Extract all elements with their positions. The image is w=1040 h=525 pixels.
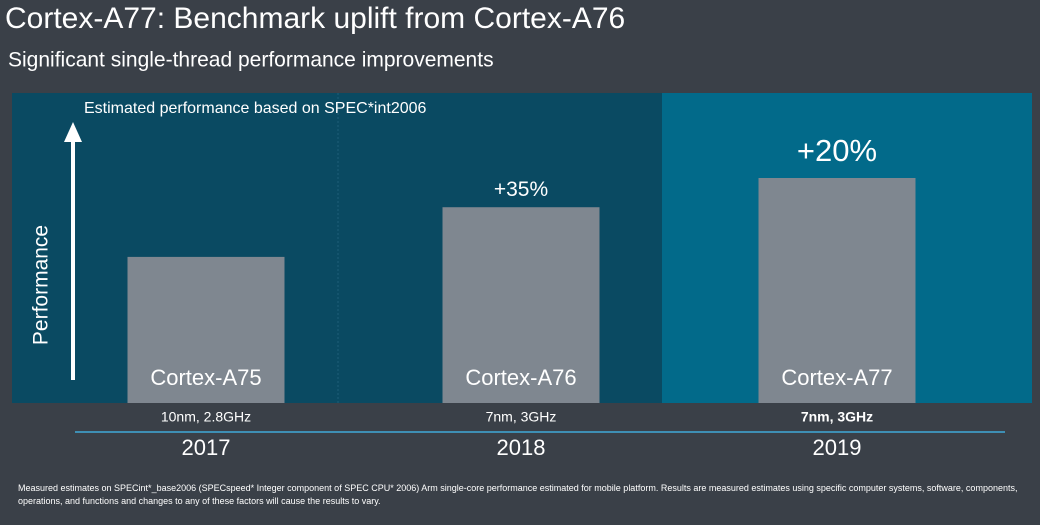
y-label: Performance [30,225,53,345]
bar-label: Cortex-A76 [465,365,576,390]
subtitle: Significant single-thread performance im… [8,49,494,72]
process-label: 10nm, 2.8GHz [161,409,251,425]
year-label: 2017 [182,435,231,460]
bar [127,256,285,403]
year-label: 2019 [813,435,862,460]
uplift-label: +35% [494,178,548,201]
bar [758,178,916,403]
uplift-label: +20% [797,133,877,168]
year-label: 2018 [497,435,546,460]
bar-label: Cortex-A77 [781,365,892,390]
note: Estimated performance based on SPEC*int2… [84,100,427,117]
process-label: 7nm, 3GHz [801,409,873,425]
footnote: Measured estimates on SPECint*_base2006 … [18,483,1018,506]
process-label: 7nm, 3GHz [486,409,557,425]
title: Cortex-A77: Benchmark uplift from Cortex… [5,2,625,35]
arrow-head [64,122,82,142]
bar-label: Cortex-A75 [150,365,261,390]
bar [442,207,600,403]
